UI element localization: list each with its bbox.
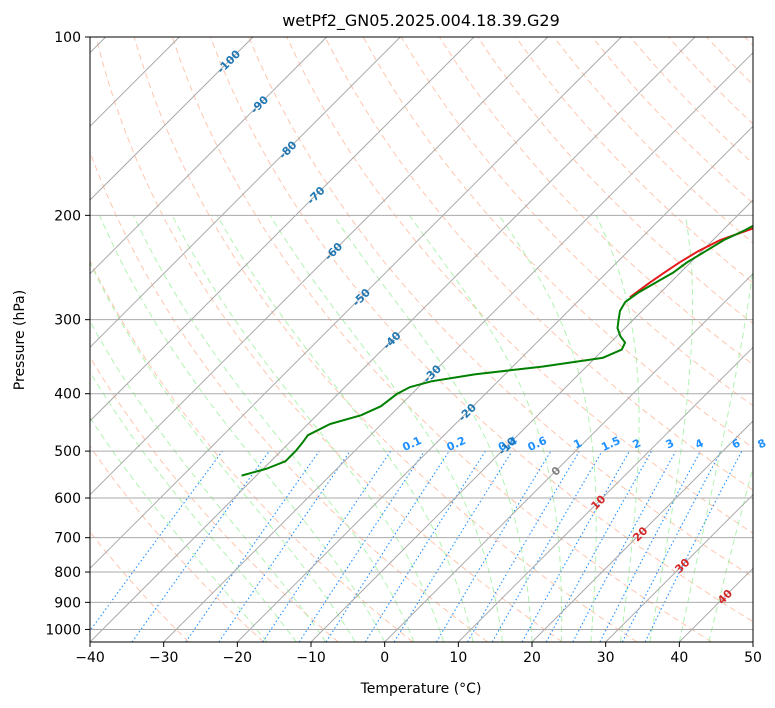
isotherm-gridline <box>163 51 753 642</box>
profile-lines <box>241 224 753 477</box>
mixing-ratio-line <box>90 450 223 632</box>
dry-adiabat-line <box>95 37 563 642</box>
plot-frame <box>89 36 754 643</box>
temperature-profile-line <box>629 227 753 299</box>
dry-adiabat-line <box>90 356 339 642</box>
y-tick-label: 300 <box>54 313 81 329</box>
moist-adiabat-line <box>133 215 415 642</box>
chart-title: wetPf2_GN05.2025.004.18.39.G29 <box>282 11 560 31</box>
moist-adiabat-line <box>269 215 503 642</box>
moist-adiabat-line <box>678 264 753 642</box>
y-tick-label: 200 <box>54 208 81 224</box>
moist-adiabat-line <box>216 215 474 642</box>
isotherm-gridline <box>384 272 753 642</box>
mixing-ratio-line <box>298 450 425 642</box>
y-axis-label: Pressure (hPa) <box>12 290 28 390</box>
x-tick-label: 30 <box>597 650 615 666</box>
mixing-ratio-line <box>185 450 320 642</box>
isotherm-gridline <box>90 37 401 349</box>
dry-adiabat-line <box>324 37 753 491</box>
x-tick-label: −20 <box>223 650 253 666</box>
dry-adiabat-line <box>515 37 753 284</box>
moist-adiabat-line <box>649 215 694 642</box>
isotherm-gridline <box>90 37 622 570</box>
isotherm-gridline <box>310 199 753 642</box>
x-axis-label: Temperature (°C) <box>360 681 482 697</box>
x-tick-label: 50 <box>744 650 762 666</box>
moist-adiabat-line <box>332 215 533 642</box>
y-tick-label: 700 <box>54 531 81 547</box>
mixing-ratio-line <box>218 450 351 642</box>
isotherm-gridline <box>90 37 549 496</box>
moist-adiabat-line <box>99 215 386 642</box>
dry-adiabat-line <box>171 37 712 642</box>
moist-adiabat-line <box>90 261 356 642</box>
mixing-ratio-line <box>131 450 270 642</box>
x-tick-label: −40 <box>75 650 105 666</box>
dry-adiabat-line <box>248 37 753 578</box>
dry-adiabat-line <box>90 445 264 642</box>
x-tick-label: 20 <box>523 650 541 666</box>
y-axis: 100 200 300 400 500 600 700 800 900 1000 <box>45 30 90 638</box>
dewpoint-profile-line <box>241 224 753 477</box>
moist-adiabat-line <box>90 370 297 642</box>
y-tick-label: 900 <box>54 595 81 611</box>
x-tick-label: −10 <box>296 650 326 666</box>
moist-adiabat-line <box>90 416 268 642</box>
isotherm-gridline <box>90 37 254 201</box>
mixing-ratio-line <box>545 450 653 642</box>
background-lines <box>90 37 753 642</box>
y-tick-label: 1000 <box>45 622 81 638</box>
moist-adiabat-line <box>595 215 640 642</box>
y-tick-label: 400 <box>54 387 81 403</box>
mixing-ratio-line <box>393 450 513 642</box>
mixing-ratio-line <box>521 450 630 642</box>
x-tick-label: 40 <box>670 650 688 666</box>
x-axis: −40 −30 −20 −10 0 10 20 30 40 50 <box>75 642 762 666</box>
isotherm-gridline <box>236 125 753 642</box>
dry-adiabat-line <box>133 37 638 642</box>
y-tick-label: 600 <box>54 491 81 507</box>
isotherm-gridline <box>90 37 696 642</box>
mixing-ratio-line <box>572 450 677 642</box>
y-tick-label: 800 <box>54 565 81 581</box>
mixing-ratio-line <box>262 450 392 642</box>
grid-lines <box>90 37 753 642</box>
mixing-ratio-line <box>325 450 450 642</box>
isotherm-gridline <box>90 37 475 422</box>
isotherm-gridline <box>457 346 753 642</box>
moist-adiabat-line <box>90 320 327 642</box>
isotherm-gridline <box>531 420 753 642</box>
y-tick-label: 100 <box>54 30 81 46</box>
isotherm-gridline <box>90 37 328 275</box>
dry-adiabat-line <box>90 259 414 642</box>
x-tick-label: 10 <box>449 650 467 666</box>
dry-adiabat-line <box>210 37 753 623</box>
mixing-ratio-line <box>644 450 743 642</box>
isotherm-gridline <box>605 493 753 642</box>
x-tick-label: 0 <box>380 650 389 666</box>
moist-adiabat-line <box>171 215 445 642</box>
y-tick-label: 500 <box>54 444 81 460</box>
moist-adiabat-line <box>408 215 563 642</box>
x-tick-label: −30 <box>149 650 179 666</box>
dry-adiabat-line <box>286 37 753 534</box>
